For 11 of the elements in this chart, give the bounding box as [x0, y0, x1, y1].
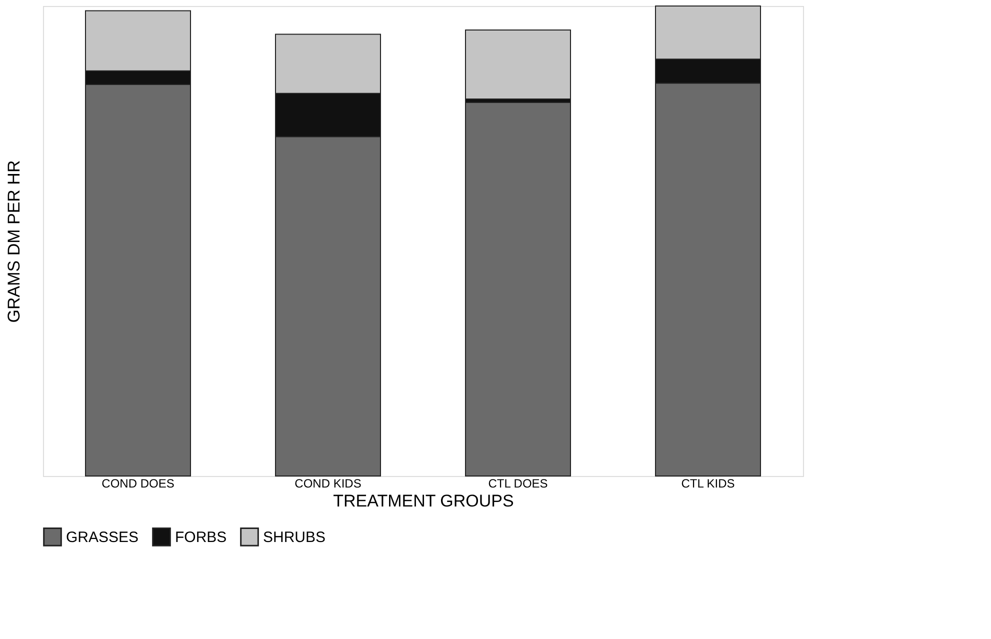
legend-label: SHRUBS — [263, 528, 326, 546]
bar — [465, 102, 571, 476]
x-tick-label: CTL DOES — [488, 476, 548, 490]
y-axis-title: GRAMS DM PER HR — [4, 160, 24, 323]
bar — [465, 29, 571, 100]
x-tick-label: COND KIDS — [294, 476, 362, 490]
legend-label: GRASSES — [66, 528, 139, 546]
x-tick-label: CTL KIDS — [681, 476, 735, 490]
x-tick-label: COND DOES — [102, 476, 174, 490]
legend-label: FORBS — [175, 528, 227, 546]
x-axis-title: TREATMENT GROUPS — [333, 492, 514, 510]
